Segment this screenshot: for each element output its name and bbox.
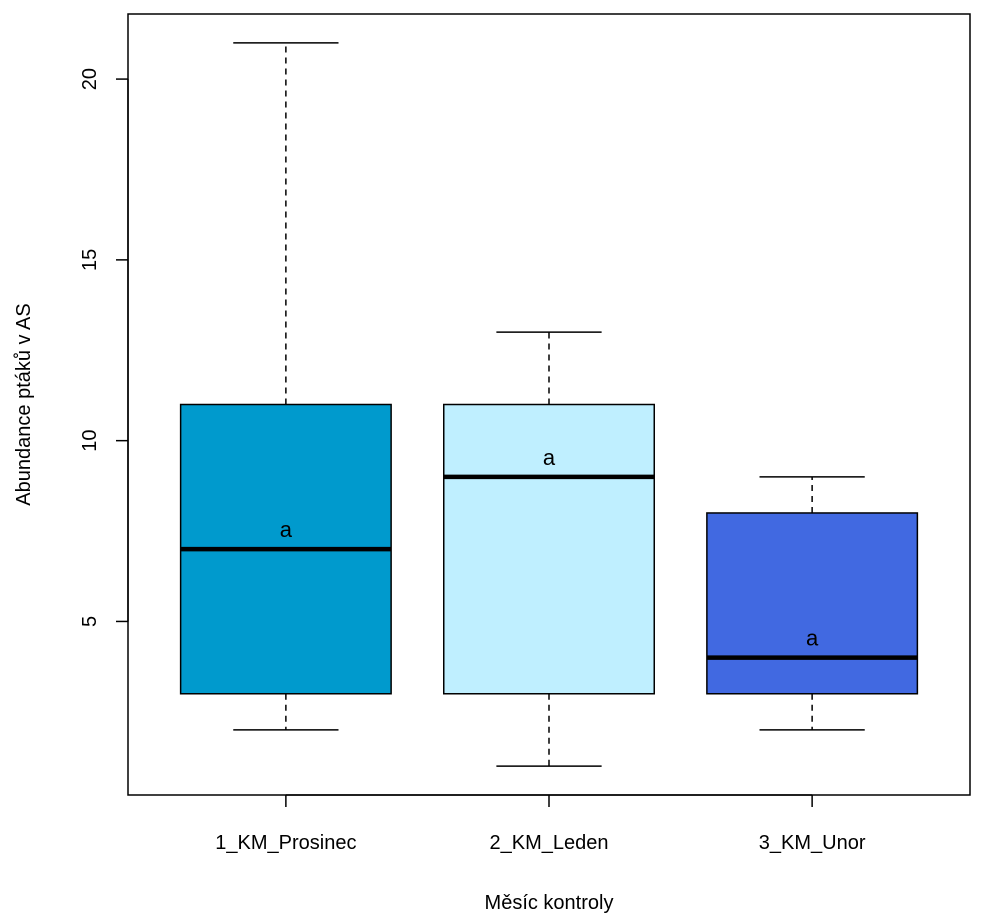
y-tick-label: 20 [79, 68, 101, 90]
boxes-layer: a a a [179, 42, 919, 767]
y-tick-label: 5 [79, 616, 101, 627]
y-axis: 5 10 15 20 [79, 68, 129, 627]
x-axis-title: Měsíc kontroly [485, 892, 614, 914]
box-rect [706, 512, 919, 695]
box-group-2: a [443, 331, 655, 767]
significance-letter: a [280, 517, 293, 542]
y-tick-label: 10 [79, 430, 101, 452]
box-rect [443, 403, 655, 695]
x-tick-label: 3_KM_Unor [759, 832, 866, 854]
box-group-3: a [706, 476, 919, 731]
significance-letter: a [543, 445, 556, 470]
x-tick-label: 1_KM_Prosinec [215, 832, 356, 854]
x-tick-label: 2_KM_Leden [490, 832, 609, 854]
box-group-1: a [179, 42, 392, 731]
y-tick-label: 15 [79, 249, 101, 271]
significance-letter: a [806, 626, 819, 651]
y-axis-title: Abundance ptáků v AS [13, 303, 35, 505]
x-axis: 1_KM_Prosinec 2_KM_Leden 3_KM_Unor [215, 794, 866, 854]
